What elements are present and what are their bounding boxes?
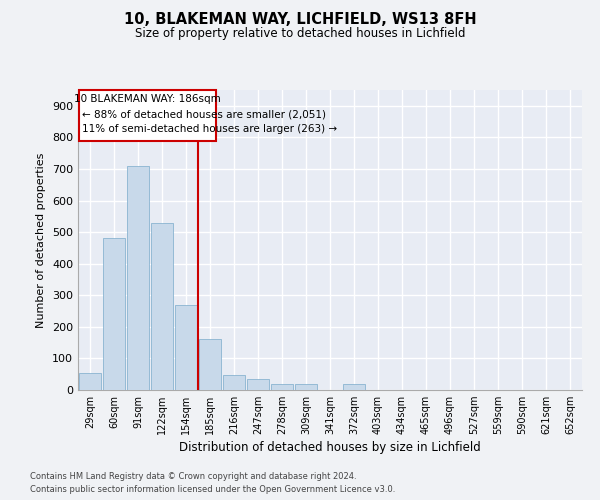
Text: Distribution of detached houses by size in Lichfield: Distribution of detached houses by size … (179, 441, 481, 454)
Text: 11% of semi-detached houses are larger (263) →: 11% of semi-detached houses are larger (… (82, 124, 337, 134)
Bar (223, 375, 245, 390)
Text: Contains public sector information licensed under the Open Government Licence v3: Contains public sector information licen… (30, 485, 395, 494)
Y-axis label: Number of detached properties: Number of detached properties (37, 152, 46, 328)
Bar (247, 379, 269, 390)
Bar (127, 166, 149, 390)
Bar (271, 384, 293, 390)
Text: Contains HM Land Registry data © Crown copyright and database right 2024.: Contains HM Land Registry data © Crown c… (30, 472, 356, 481)
Bar (295, 384, 317, 390)
Bar (199, 340, 221, 390)
Text: 10 BLAKEMAN WAY: 186sqm: 10 BLAKEMAN WAY: 186sqm (74, 94, 221, 104)
Bar (343, 384, 365, 390)
Text: 10, BLAKEMAN WAY, LICHFIELD, WS13 8FH: 10, BLAKEMAN WAY, LICHFIELD, WS13 8FH (124, 12, 476, 28)
Bar (79, 90, 216, 140)
Text: Size of property relative to detached houses in Lichfield: Size of property relative to detached ho… (135, 28, 465, 40)
Bar (175, 304, 197, 390)
Bar (103, 238, 125, 390)
Text: ← 88% of detached houses are smaller (2,051): ← 88% of detached houses are smaller (2,… (82, 109, 326, 119)
Bar (151, 222, 173, 390)
Bar (79, 372, 101, 390)
